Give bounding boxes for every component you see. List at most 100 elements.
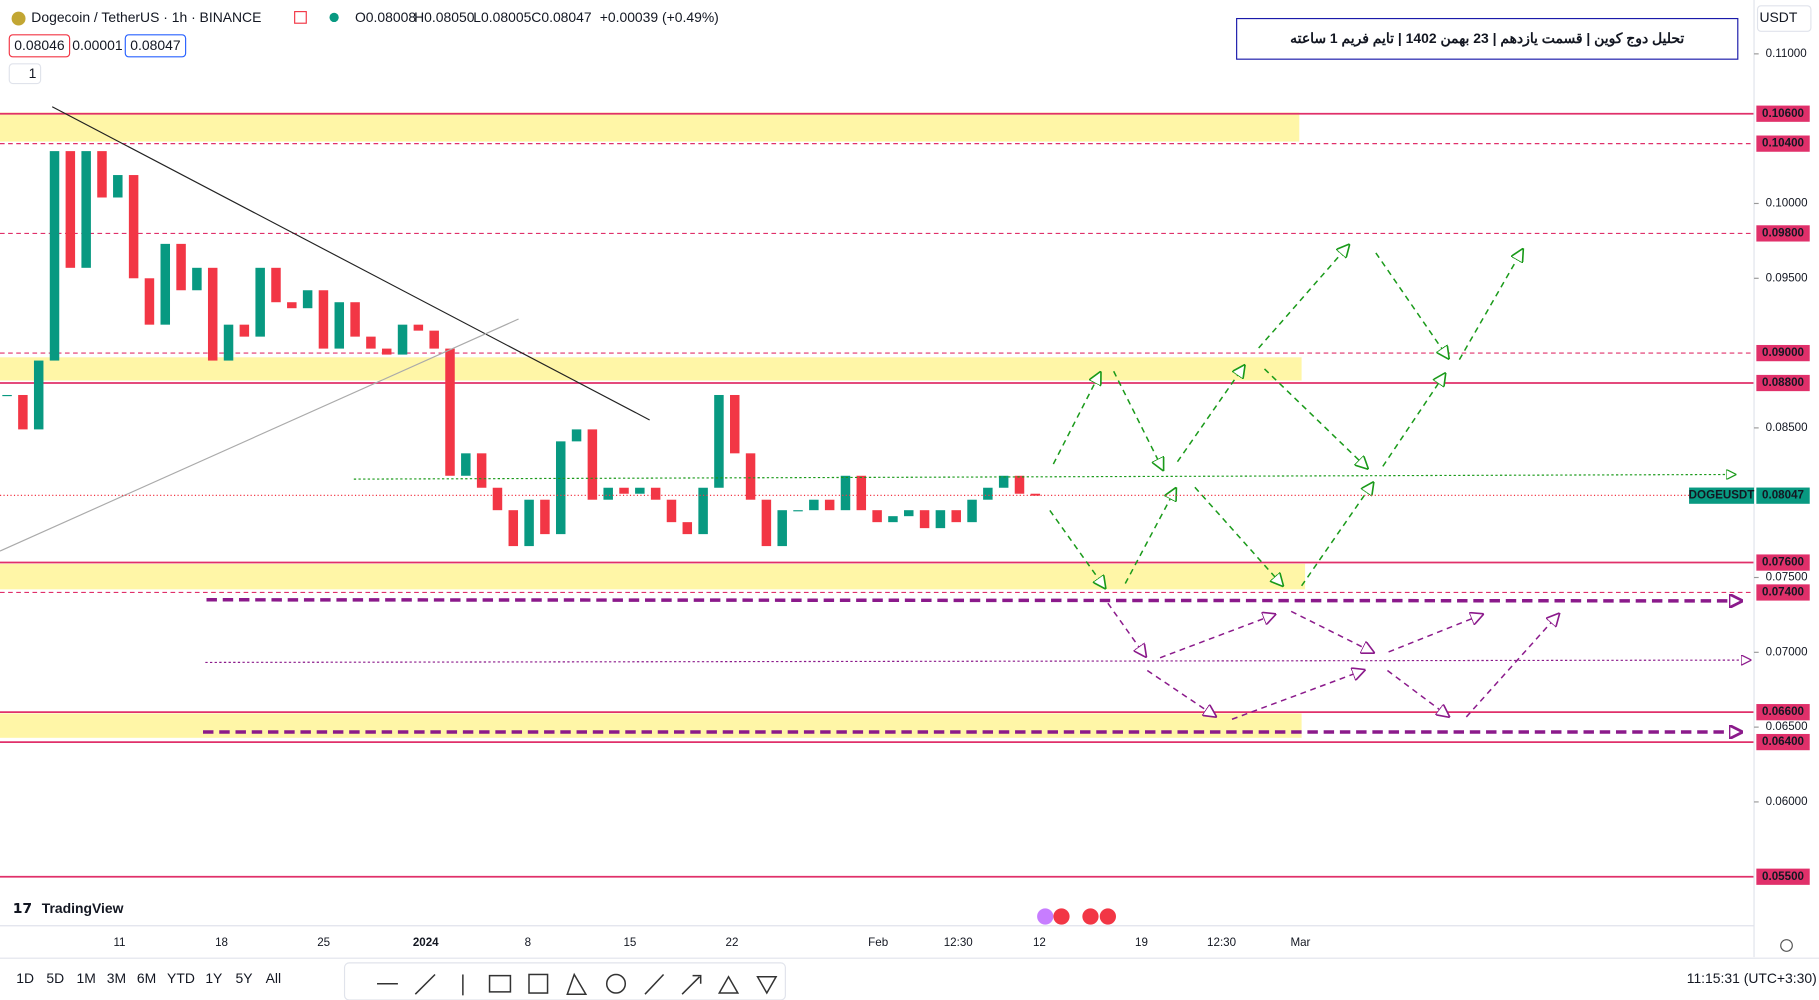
purple-line (206, 600, 1740, 601)
event-icons (1037, 908, 1116, 925)
candle (540, 499, 550, 535)
level-badge (1756, 225, 1810, 242)
candle (350, 302, 360, 337)
trend-line (0, 318, 519, 552)
title-box (1236, 17, 1739, 60)
level-badge (1756, 554, 1810, 571)
time-label: 8 (525, 936, 531, 949)
candle (334, 302, 345, 349)
timeframe-button[interactable]: 3M (107, 970, 126, 986)
candle (397, 324, 408, 355)
candle (492, 487, 503, 511)
level-badge (1756, 105, 1810, 122)
level-badge (1756, 868, 1810, 885)
candle (271, 267, 281, 303)
ohlc-open: O0.08008 (355, 9, 416, 25)
sell-button[interactable] (8, 34, 71, 58)
green-arrows (1049, 246, 1522, 587)
support-zones (0, 112, 1306, 738)
candle (571, 429, 582, 442)
candle (698, 487, 708, 535)
ohlc-low: L0.08005 (473, 9, 531, 25)
level-label: 0.05500 (1762, 870, 1804, 883)
status-dot (329, 12, 339, 23)
candle (65, 151, 76, 268)
settings-icon[interactable] (1780, 939, 1793, 952)
timeframe-button[interactable]: 6M (137, 970, 156, 986)
time-label: 12 (1033, 936, 1046, 949)
zone (0, 112, 1300, 142)
level-label: 0.07600 (1762, 556, 1804, 569)
candle (113, 175, 123, 198)
currency-button[interactable] (1756, 5, 1812, 32)
flag-icon[interactable] (294, 11, 307, 24)
candle (777, 510, 787, 547)
change: +0.00039 (+0.49%) (600, 9, 719, 25)
time-label: 12:30 (1207, 936, 1236, 949)
price-axis: 0.11000 0.10000 0.09500 0.08500 0.07500 0.070… (1689, 47, 1810, 885)
level-badge (1756, 733, 1810, 751)
tool-icons[interactable] (377, 972, 778, 996)
time-label: 15 (623, 936, 636, 949)
timeframe-button[interactable]: 1Y (205, 970, 222, 986)
candle (49, 151, 60, 361)
timeframe-button[interactable]: YTD (167, 970, 195, 986)
level-badge (1756, 344, 1810, 362)
ask: 0.08047 (130, 37, 181, 53)
candle (745, 453, 756, 500)
candle (888, 516, 898, 523)
buy-button[interactable] (124, 34, 187, 58)
interval-toggle[interactable] (8, 63, 42, 85)
level-label: 0.07400 (1762, 586, 1804, 599)
timeframe-button[interactable]: 5D (46, 970, 64, 986)
ohlc-close: C0.08047 (531, 9, 592, 25)
timeframe-button[interactable]: 1D (16, 970, 34, 986)
candle (381, 348, 392, 355)
level-label: 0.09000 (1762, 346, 1804, 359)
price-tick-label: 0.10000 (1766, 197, 1808, 210)
time-label: 2024 (413, 936, 439, 949)
candle (919, 510, 930, 529)
brand: TradingView (42, 900, 124, 916)
timeframe-button[interactable]: 1M (77, 970, 96, 986)
price-tick-label: 0.09500 (1766, 271, 1808, 284)
candle (18, 394, 28, 430)
candle (1014, 475, 1025, 494)
candle (998, 475, 1009, 488)
time-label: 18 (215, 936, 228, 949)
candle (856, 475, 867, 511)
bid: 0.08046 (14, 37, 65, 53)
candle (587, 429, 598, 500)
drawing-toolbar (343, 962, 786, 1000)
candle (445, 348, 455, 476)
timeframe-button[interactable]: All (266, 970, 281, 986)
currency: USDT (1759, 9, 1797, 25)
timeframe-button[interactable]: 5Y (235, 970, 252, 986)
candle (603, 487, 613, 500)
candle (413, 324, 424, 331)
level-label: 0.08800 (1762, 376, 1804, 389)
candle (635, 487, 645, 494)
zone (0, 713, 1302, 738)
candle (824, 499, 835, 511)
candle (33, 360, 44, 430)
candle (160, 243, 171, 325)
trend-line (51, 106, 650, 421)
price-tick-label: 0.11000 (1766, 47, 1807, 60)
zone (0, 563, 1306, 590)
ohlc-high: H0.08050 (414, 9, 475, 25)
level-label: 0.06400 (1762, 735, 1804, 748)
candle (207, 267, 218, 361)
candle (666, 499, 677, 523)
candle (223, 324, 234, 361)
price-tick-label: 0.07000 (1766, 645, 1808, 658)
level-badge (1756, 374, 1810, 392)
time-label: Mar (1290, 936, 1310, 949)
last-price-name: DOGEUSDT (1689, 489, 1755, 502)
candle (904, 510, 914, 517)
candle (239, 324, 250, 337)
candle (809, 499, 819, 511)
clock: 11:15:31 (UTC+3:30) (1687, 970, 1817, 986)
levels (0, 112, 1755, 878)
